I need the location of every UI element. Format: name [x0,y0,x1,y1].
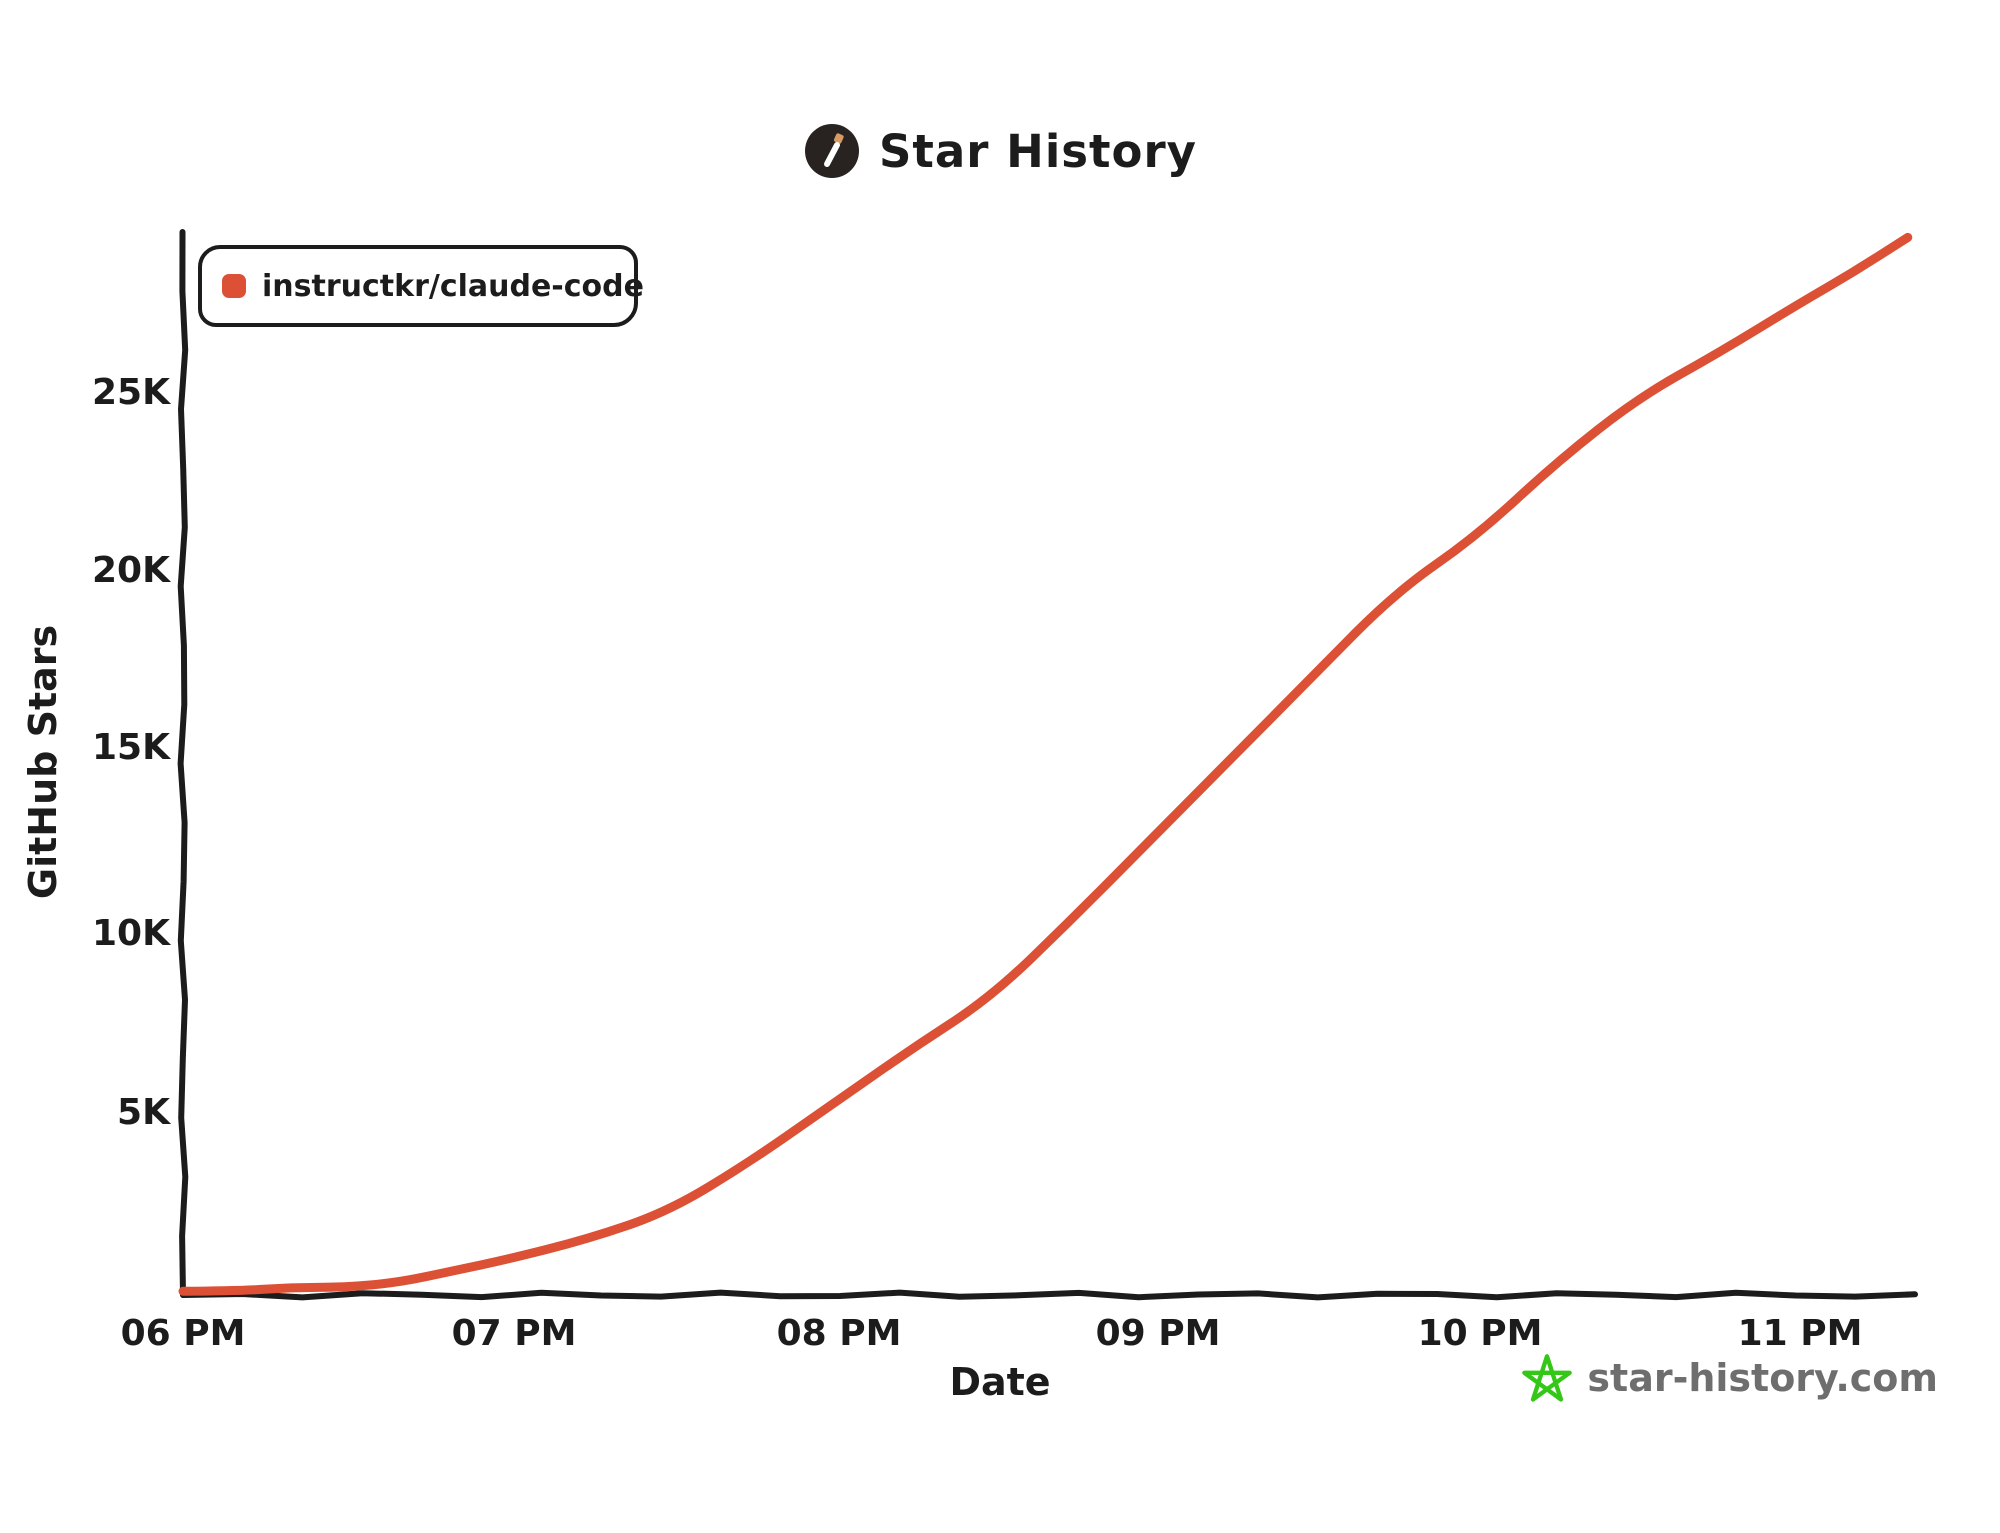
x-tick-06pm: 06 PM [121,1313,246,1354]
x-axis-line [180,1289,1918,1301]
y-axis-title: GitHub Stars [21,625,65,899]
legend: instructkr/claude-code [198,245,644,327]
page-title: Star History [879,124,1197,178]
legend-repo-label: instructkr/claude-code [262,268,644,304]
y-tick-5k: 5K [117,1092,171,1133]
y-axis-line [177,229,189,1298]
y-tick-20k: 20K [92,550,171,591]
pencil-wand-icon [803,122,861,180]
y-tick-10k: 10K [92,913,171,954]
x-tick-08pm: 08 PM [777,1313,902,1354]
watermark[interactable]: star-history.com [1521,1352,1938,1404]
x-tick-09pm: 09 PM [1096,1313,1221,1354]
series-line[interactable] [178,232,1913,1296]
chart-title-row: Star History [803,122,1197,180]
y-tick-15k: 15K [92,727,171,768]
x-tick-07pm: 07 PM [452,1313,577,1354]
x-axis-title: Date [949,1360,1050,1404]
y-tick-25k: 25K [92,372,171,413]
x-tick-10pm: 10 PM [1418,1313,1543,1354]
legend-marker-swatch [222,274,246,298]
watermark-text: star-history.com [1587,1356,1938,1400]
star-icon [1521,1352,1573,1404]
x-tick-11pm: 11 PM [1738,1313,1863,1354]
